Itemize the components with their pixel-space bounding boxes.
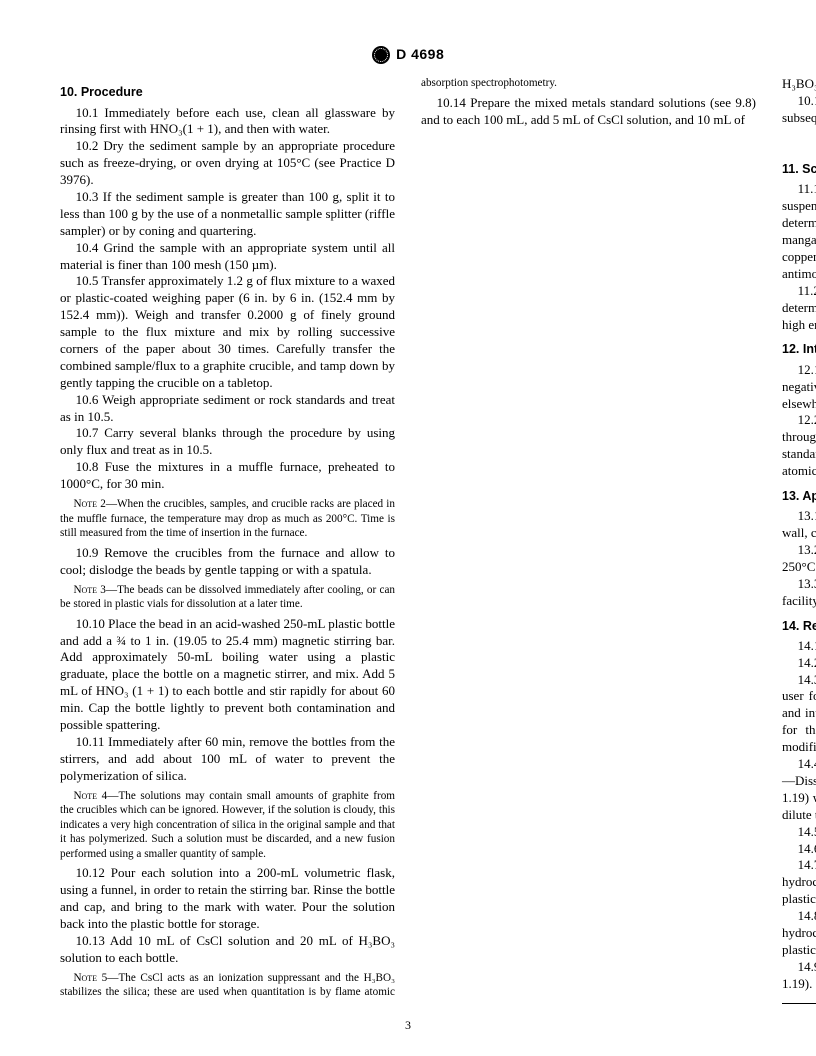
para-13-3: 13.3 Perchloric Acid Hood, with appropri… [782, 576, 816, 610]
para-10-11: 10.11 Immediately after 60 min, remove t… [60, 734, 395, 785]
para-10-14: 10.14 Prepare the mixed metals standard … [421, 95, 756, 129]
para-12-2: 12.2 Interferences are eliminated, compe… [782, 412, 816, 480]
para-10-1: 10.1 Immediately before each use, clean … [60, 105, 395, 139]
para-10-10: 10.10 Place the bead in an acid-washed 2… [60, 616, 395, 734]
para-10-7: 10.7 Carry several blanks through the pr… [60, 425, 395, 459]
para-14-1: 14.1 Purity of Reagents—See 9.1. [782, 638, 816, 655]
para-10-3: 10.3 If the sediment sample is greater t… [60, 189, 395, 240]
footnote-rule [782, 1003, 816, 1004]
section-12-heading: 12. Interferences [782, 341, 816, 357]
note-4-text: —The solutions may contain small amounts… [60, 790, 395, 860]
section-10-heading: 10. Procedure [60, 84, 395, 100]
note-2-label: Note 2 [73, 498, 105, 510]
astm-logo-icon [372, 46, 390, 64]
note-3-text: —The beads can be dissolved immediately … [60, 584, 395, 611]
para-12-1: 12.1 Numerous inter-element interference… [782, 362, 816, 413]
note-2-text: —When the crucibles, samples, and crucib… [60, 498, 395, 539]
para-10-8: 10.8 Fuse the mixtures in a muffle furna… [60, 459, 395, 493]
para-11-2: 11.2 This practice may be appropriate fo… [782, 283, 816, 334]
para-10-13: 10.13 Add 10 mL of CsCl solution and 20 … [60, 933, 395, 967]
para-13-1: 13.1 TFE-Fluorocarbon Beakers, 100-mL ca… [782, 508, 816, 542]
designation-number: D 4698 [396, 46, 444, 62]
para-14-2: 14.2 Purity of Water—See 9.2. [782, 655, 816, 672]
para-14-5: 14.5 Cesium Chloride Solution (CsCl) (4 … [782, 824, 816, 841]
para-14-7: 14.7 Hydrochloric Acid, (1 + 1)—Add 250 … [782, 857, 816, 908]
note-3-label: Note 3 [73, 584, 105, 596]
para-12-1-text: 12.1 Numerous inter-element interference… [782, 362, 816, 411]
page-header: D 4698 [60, 45, 756, 64]
note-4-label: Note 4 [73, 790, 107, 802]
section-14-heading: 14. Reagents [782, 618, 816, 634]
para-10-5: 10.5 Transfer approximately 1.2 g of flu… [60, 273, 395, 391]
para-10-15: 10.15 See the appropriate ASTM test meth… [782, 93, 816, 127]
para-10-4: 10.4 Grind the sample with an appropriat… [60, 240, 395, 274]
para-10-2: 10.2 Dry the sediment sample by an appro… [60, 138, 395, 189]
para-14-9: 14.9 Hydrofluoric Acid (HF), concentrate… [782, 959, 816, 993]
para-10-6: 10.6 Weigh appropriate sediment or rock … [60, 392, 395, 426]
section-11-heading: 11. Scope [782, 161, 816, 177]
note-5-label: Note 5 [73, 972, 107, 984]
para-13-2: 13.2 Hot Plate, electric or gas, capable… [782, 542, 816, 576]
para-10-14-cont: H₃BO₃ solution (Note 5). [782, 76, 816, 93]
para-10-9: 10.9 Remove the crucibles from the furna… [60, 545, 395, 579]
section-13-heading: 13. Apparatus [782, 488, 816, 504]
procedure-b-heading: PROCEDURE B—WET DIGESTION [782, 137, 816, 153]
page-number: 3 [0, 1018, 816, 1034]
para-11-1: 11.1 This procedure is effective for the… [782, 181, 816, 282]
para-14-6: 14.6 Hydrochloric Acid (HCl), concentrat… [782, 841, 816, 858]
note-3: Note 3—The beads can be dissolved immedi… [60, 583, 395, 612]
para-14-3: 14.3 The mixed salt standards are provid… [782, 672, 816, 756]
para-14-8: 14.8 Hydrochloric Acid, (1 + 49)—Add 10 … [782, 908, 816, 959]
note-4: Note 4—The solutions may contain small a… [60, 789, 395, 862]
note-2: Note 2—When the crucibles, samples, and … [60, 497, 395, 541]
para-10-12: 10.12 Pour each solution into a 200-mL v… [60, 865, 395, 933]
para-14-4: 14.4 Standard Solution, Aluminum [1.00 m… [782, 756, 816, 824]
